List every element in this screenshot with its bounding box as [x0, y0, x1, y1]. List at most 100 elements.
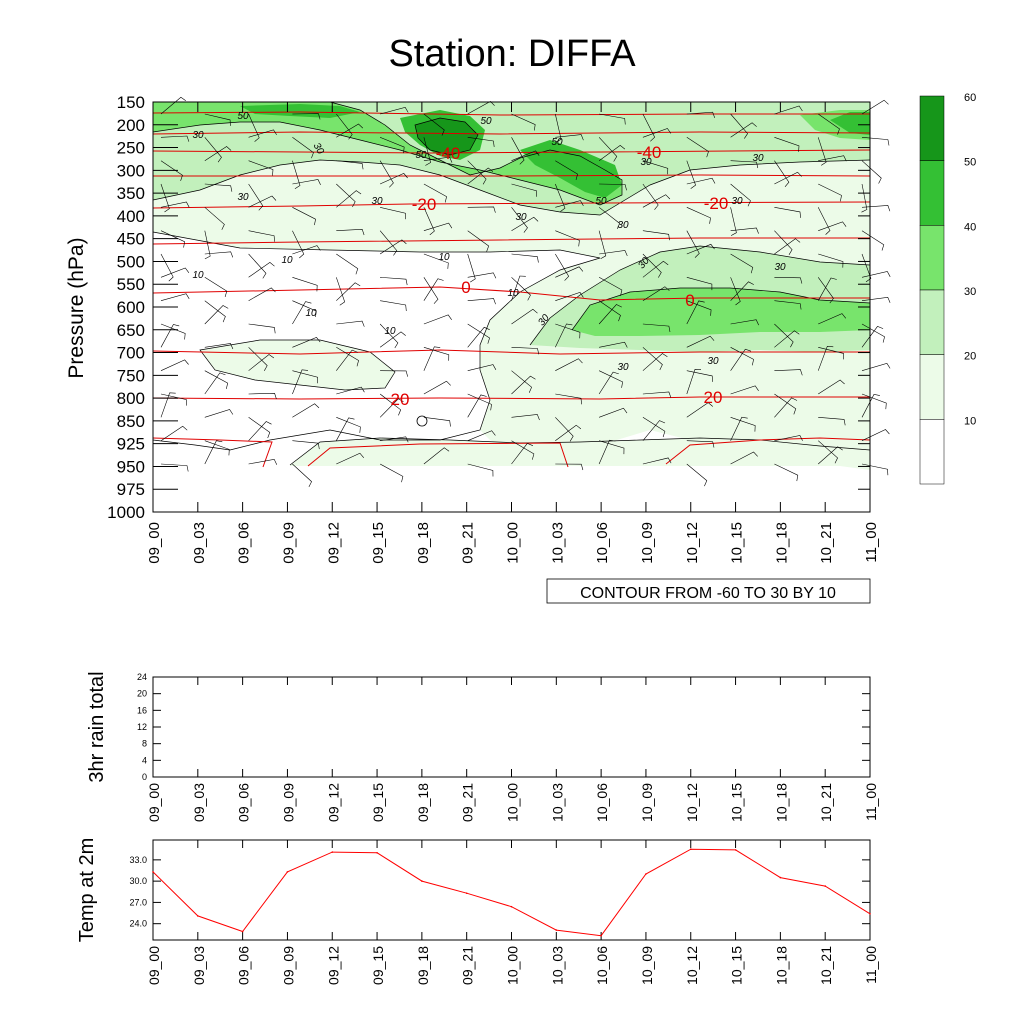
contour-info-text: CONTOUR FROM -60 TO 30 BY 10	[580, 585, 836, 602]
wind-contour-lines	[152, 101, 871, 466]
x-tick-label: 09_09	[280, 946, 296, 985]
wind-barb	[599, 440, 625, 455]
wind-barb	[686, 137, 709, 158]
wind-barb	[204, 305, 229, 325]
contour-info-label: CONTOUR FROM -60 TO 30 BY 10	[546, 578, 871, 604]
temp-point	[286, 871, 289, 873]
wind-barb	[292, 230, 305, 259]
x-tick-label: 10_15	[729, 522, 746, 564]
wind-barb	[511, 275, 526, 301]
x-tick-label: 10_09	[639, 783, 655, 822]
wind-barb	[730, 253, 754, 274]
wind-barb	[292, 160, 301, 189]
wind-barb	[204, 137, 222, 163]
wind-barb	[598, 145, 626, 161]
wind-barb	[730, 183, 751, 207]
wind-contour-line	[289, 437, 871, 466]
contour-info-box	[546, 578, 871, 604]
wind-barb	[248, 129, 277, 138]
wind-barb	[423, 278, 444, 301]
x-tick-label: 10_15	[729, 946, 745, 985]
temp-contour-line	[307, 442, 569, 468]
wind-barb	[511, 253, 539, 263]
x-tick-label: 09_00	[146, 522, 163, 564]
wind-barb	[555, 292, 584, 301]
shade-50-c	[520, 140, 622, 198]
shade-50-top	[240, 104, 360, 118]
temp-point	[690, 848, 692, 850]
wind-barb	[686, 230, 700, 258]
wind-barb	[160, 323, 186, 340]
colorbar-label: 20	[964, 351, 976, 363]
wind-barb	[423, 253, 449, 269]
colorbar-label: 10	[964, 415, 976, 427]
wind-barb	[292, 440, 320, 450]
wind-barb	[380, 436, 409, 443]
wind-barb	[511, 137, 525, 165]
y-tick-label: 950	[117, 457, 145, 476]
x-tick-label: 09_12	[325, 783, 341, 822]
x-tick-label: 09_21	[460, 522, 477, 564]
wind-barb	[511, 113, 536, 131]
wind-barb	[598, 439, 616, 465]
y-tick-label: 550	[117, 275, 145, 294]
wind-barb	[423, 347, 450, 361]
wind-barb	[292, 137, 314, 159]
wind-barb	[423, 380, 451, 395]
wind-barb	[861, 205, 891, 212]
wind-barb	[555, 393, 582, 405]
wind-barb	[336, 277, 346, 306]
calm-wind-marker	[416, 415, 428, 427]
wind-barb	[817, 207, 831, 235]
wind-label: 30	[752, 153, 764, 164]
wind-barb	[774, 160, 790, 187]
wind-label: 50	[551, 137, 563, 148]
rain-y-tick-label: 24	[137, 672, 147, 682]
temp-contour-line	[152, 349, 870, 355]
wind-barb	[686, 207, 711, 224]
profile-y-axis-label: Pressure (hPa)	[65, 237, 88, 378]
wind-barb	[861, 326, 884, 348]
wind-label: 30	[774, 262, 786, 273]
wind-barb	[817, 277, 834, 304]
temp-contour-line	[152, 149, 871, 154]
wind-label: 30	[640, 157, 652, 168]
wind-label: 10	[281, 255, 293, 266]
wind-barb	[686, 335, 715, 348]
wind-barb	[555, 253, 570, 281]
wind-barb	[248, 253, 267, 279]
temp-point	[421, 880, 423, 882]
wind-barb	[774, 207, 801, 218]
wind-barb	[598, 304, 622, 325]
wind-barb	[555, 463, 584, 471]
x-tick-label: 09_09	[280, 783, 296, 822]
wind-barb	[467, 206, 496, 213]
temp-point	[824, 885, 826, 887]
wind-barb	[292, 369, 309, 395]
x-tick-label: 11_00	[863, 522, 880, 563]
wind-barb	[336, 190, 362, 208]
x-tick-label: 10_18	[773, 783, 789, 822]
x-tick-label: 09_15	[370, 783, 386, 822]
colorbar-swatch	[919, 160, 945, 226]
wind-barb	[160, 201, 190, 208]
wind-barb	[423, 314, 452, 325]
temp-point	[510, 905, 513, 908]
wind-barb	[598, 207, 620, 230]
colorbar: 10 20 30 40 50 60	[919, 92, 976, 485]
wind-barb	[730, 281, 754, 301]
wind-barb	[642, 353, 668, 371]
wind-barb	[598, 277, 623, 296]
wind-barb	[204, 372, 226, 395]
wind-barb	[292, 300, 317, 318]
wind-contour-line	[152, 231, 601, 451]
wind-barb	[336, 386, 365, 395]
wind-barb	[686, 300, 712, 316]
wind-barb	[248, 323, 276, 334]
temp-label: 20	[391, 390, 410, 409]
wind-barb	[511, 277, 531, 301]
wind-barb	[467, 160, 487, 185]
wind-barb	[642, 183, 659, 210]
wind-barb	[861, 230, 885, 251]
